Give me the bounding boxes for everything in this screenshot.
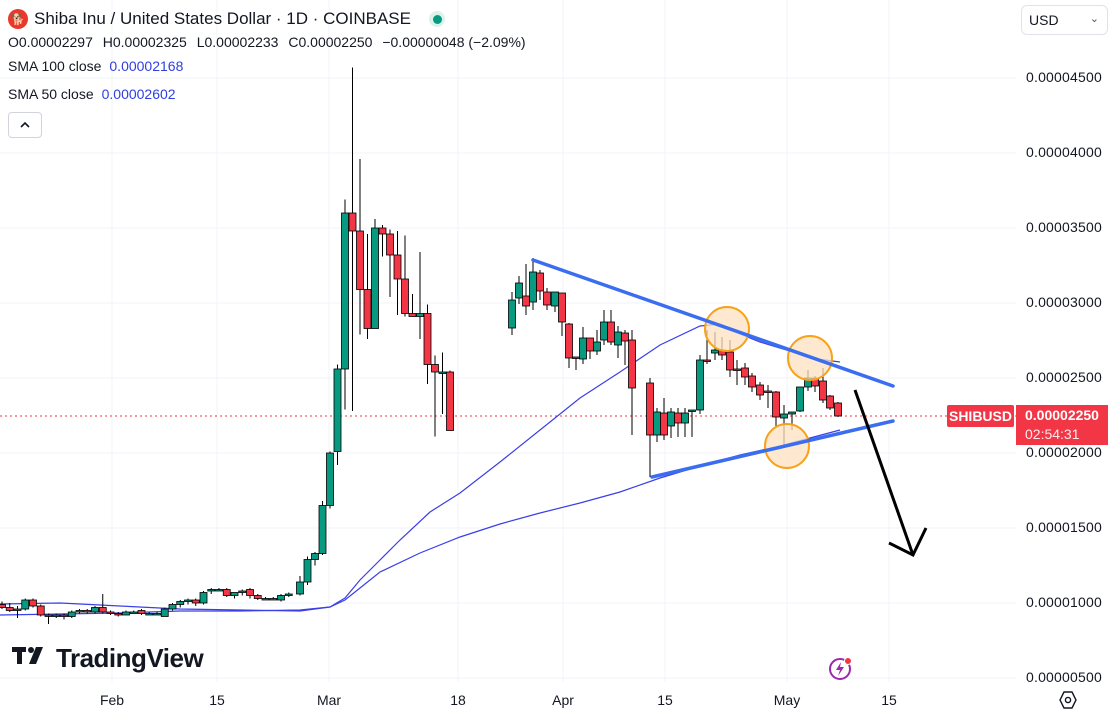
indicator-value: 0.00002602 [101, 86, 176, 102]
sma-100-line [0, 429, 841, 612]
sma-50-line [0, 323, 841, 616]
tradingview-logo[interactable]: TradingView [12, 643, 204, 674]
price-axis-label: 0.00004000 [1026, 144, 1102, 160]
time-axis-label: 15 [881, 692, 897, 708]
candlestick-series [0, 67, 842, 624]
time-axis-label: Apr [552, 692, 574, 708]
symbol-price-tag: SHIBUSD [947, 405, 1014, 427]
flash-alert-icon[interactable] [827, 655, 853, 681]
down-arrow[interactable] [853, 389, 915, 556]
collapse-legend-button[interactable] [8, 112, 42, 138]
market-status-icon[interactable] [429, 11, 445, 27]
indicator-value: 0.00002168 [109, 58, 184, 74]
symbol-title-row[interactable]: 🐕 Shiba Inu / United States Dollar · 1D … [8, 6, 532, 32]
last-price-tag: 0.00002250 02:54:31 [1016, 405, 1108, 445]
time-axis-label: Feb [99, 692, 125, 708]
drawing-annotations[interactable] [531, 258, 928, 558]
trendline[interactable] [531, 258, 895, 388]
symbol-title: Shiba Inu / United States Dollar · 1D · … [34, 9, 411, 28]
price-axis-label: 0.00000500 [1026, 669, 1102, 685]
time-axis-label: May [773, 692, 801, 708]
ohlc-change: −0.00000048 (−2.09%) [382, 34, 526, 50]
chart-grid [0, 0, 1016, 682]
bar-countdown: 02:54:31 [1025, 426, 1080, 442]
indicator-label: SMA 50 close [8, 86, 94, 102]
price-axis-label: 0.00002000 [1026, 444, 1102, 460]
arrowhead-icon [888, 527, 928, 558]
price-axis-label: 0.00004500 [1026, 69, 1102, 85]
tradingview-wordmark: TradingView [56, 643, 204, 673]
ohlc-low: L0.00002233 [196, 34, 279, 50]
ohlc-high: H0.00002325 [102, 34, 187, 50]
time-axis-label: Mar [316, 692, 342, 708]
time-axis-label: 15 [209, 692, 225, 708]
last-price-value: 0.00002250 [1025, 407, 1099, 423]
ohlc-values: O0.00002297 H0.00002325 L0.00002233 C0.0… [8, 32, 532, 52]
price-axis-label: 0.00001500 [1026, 519, 1102, 535]
chevron-down-icon: ⌄ [1089, 13, 1099, 25]
price-axis-label: 0.00003000 [1026, 294, 1102, 310]
chart-legend: 🐕 Shiba Inu / United States Dollar · 1D … [8, 6, 532, 138]
currency-value: USD [1029, 12, 1059, 28]
currency-select[interactable]: USD ⌄ [1021, 5, 1108, 35]
indicator-sma100[interactable]: SMA 100 close 0.00002168 [8, 52, 532, 80]
ohlc-open: O0.00002297 [8, 34, 93, 50]
indicator-label: SMA 100 close [8, 58, 102, 74]
time-axis-label: 18 [450, 692, 466, 708]
price-axis-label: 0.00002500 [1026, 369, 1102, 385]
price-axis-label: 0.00003500 [1026, 219, 1102, 235]
indicator-sma50[interactable]: SMA 50 close 0.00002602 [8, 80, 532, 108]
price-axis-label: 0.00001000 [1026, 594, 1102, 610]
chart-settings-icon[interactable] [1058, 690, 1078, 710]
tradingview-mark-icon [12, 644, 48, 673]
chevron-up-icon [20, 121, 30, 128]
shiba-inu-logo-icon: 🐕 [8, 9, 28, 29]
ohlc-close: C0.00002250 [288, 34, 373, 50]
time-axis-label: 15 [657, 692, 673, 708]
trendline[interactable] [650, 419, 895, 479]
